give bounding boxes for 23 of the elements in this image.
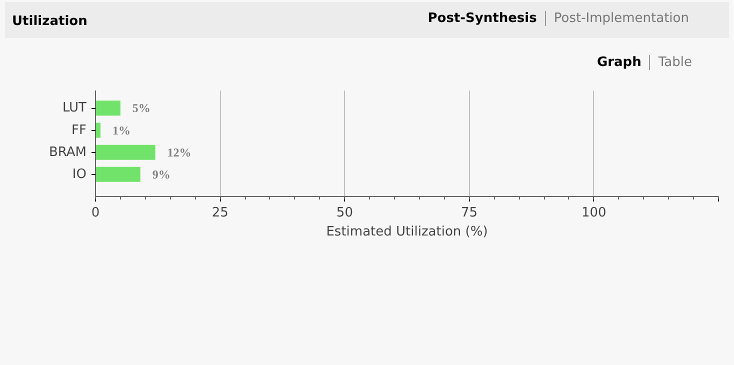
x-tick-label: 75 — [461, 206, 478, 220]
y-tick-label: IO — [72, 166, 87, 182]
x-axis-title: Estimated Utilization (%) — [326, 224, 488, 240]
y-tick-label: FF — [72, 122, 87, 138]
text: Graph — [596, 55, 642, 70]
data-label: 5% — [132, 101, 150, 116]
text: Post-Implementation — [544, 11, 689, 26]
bar — [96, 166, 140, 182]
data-label: 9% — [152, 167, 170, 182]
x-tick-label: 50 — [336, 206, 353, 220]
bar — [96, 122, 100, 138]
text: Post-Synthesis — [428, 11, 537, 26]
bar — [96, 100, 120, 116]
x-tick-label: 25 — [212, 206, 228, 220]
chart-title: Utilization — [12, 13, 88, 31]
data-label: 12% — [167, 145, 192, 160]
text: Table — [649, 55, 692, 70]
x-tick-label: 100 — [581, 206, 606, 220]
y-tick-label: BRAM — [48, 144, 87, 160]
y-tick-label: LUT — [62, 100, 87, 116]
x-tick-label: 0 — [91, 206, 100, 220]
data-label: 1% — [112, 123, 130, 138]
bar — [96, 144, 156, 160]
